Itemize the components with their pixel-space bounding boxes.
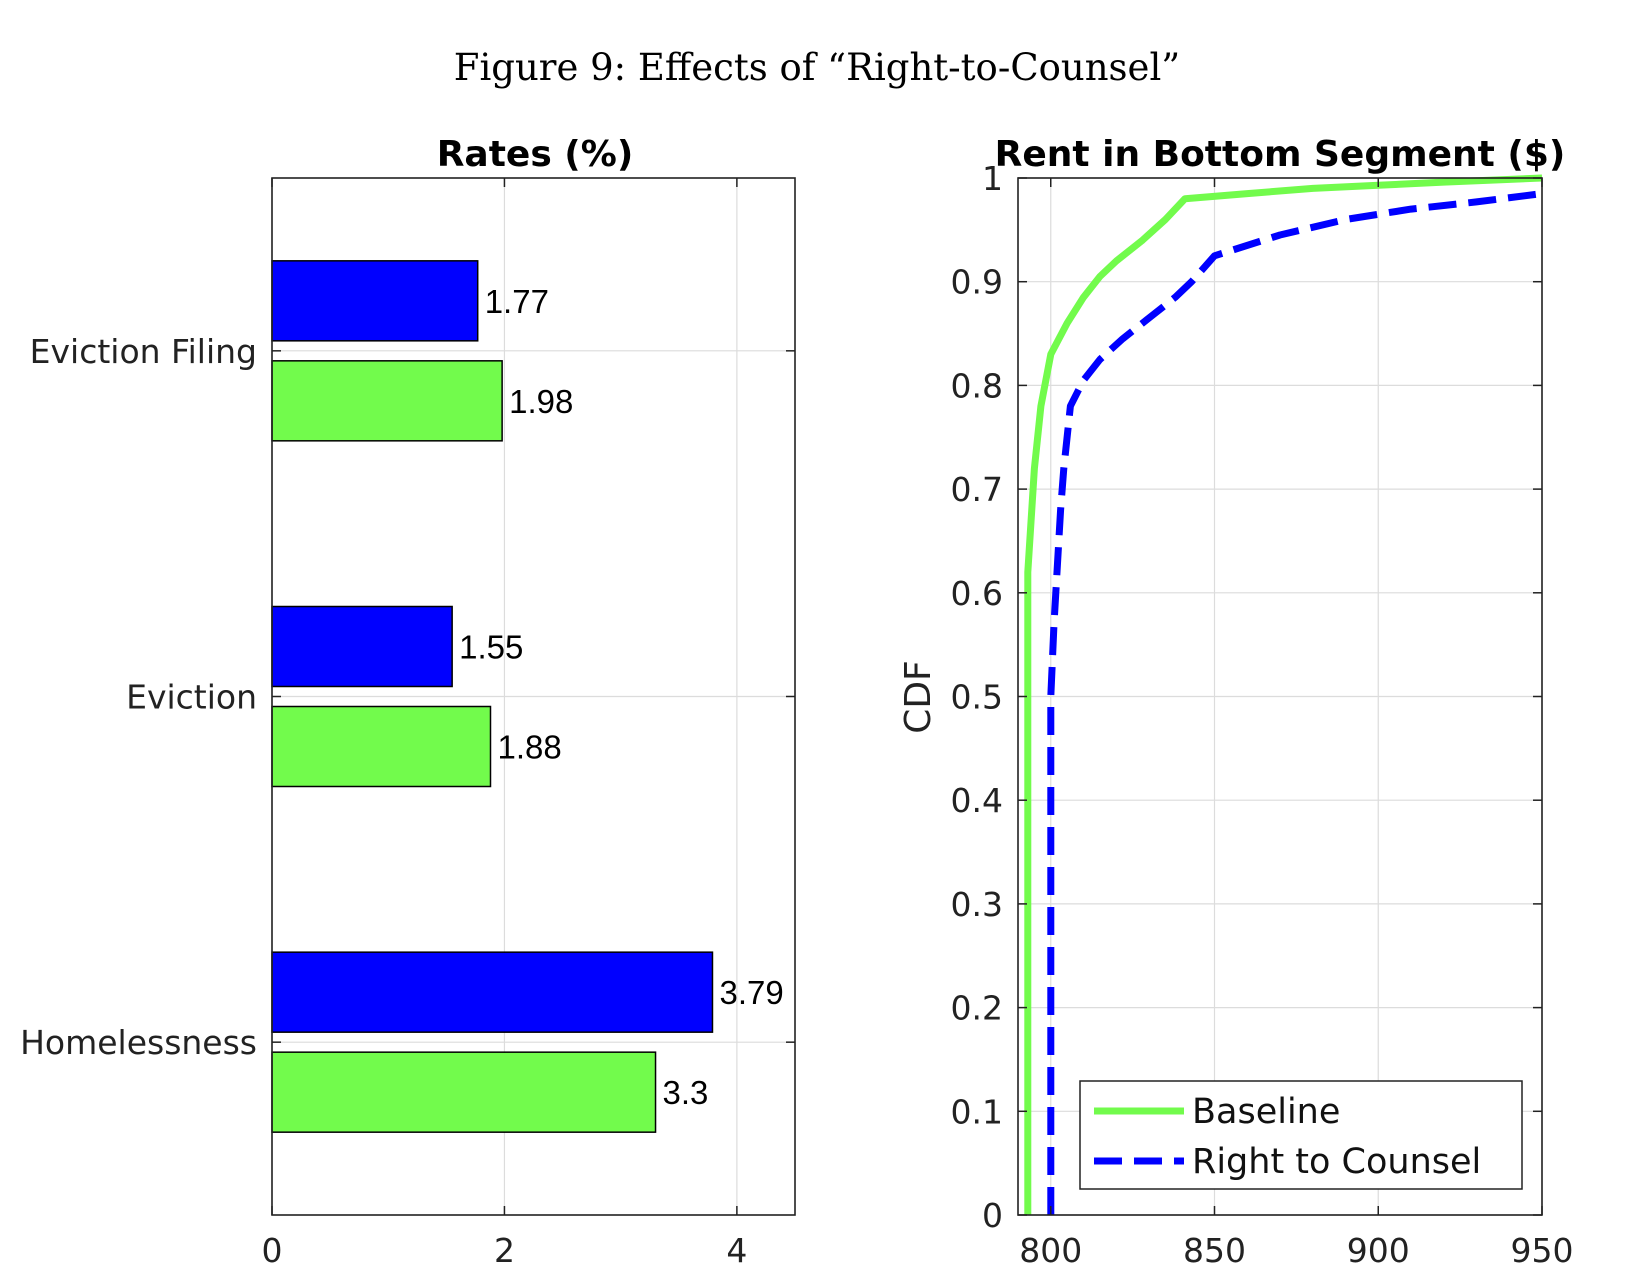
cdf-ytick-label: 0 bbox=[982, 1196, 1003, 1235]
bar-value-eviction-right-to-counsel: 1.55 bbox=[459, 629, 523, 666]
cdf-lines bbox=[1024, 174, 1543, 1215]
rates-xtick-label: 2 bbox=[494, 1231, 515, 1270]
cdf-xtick-label: 850 bbox=[1183, 1231, 1246, 1270]
category-label-homelessness: Homelessness bbox=[20, 1023, 257, 1062]
cdf-ytick-label: 0.5 bbox=[951, 678, 1003, 717]
cdf-ytick-label: 1 bbox=[982, 159, 1003, 198]
cdf-ytick-label: 0.2 bbox=[951, 989, 1003, 1028]
cdf-ytick-label: 0.3 bbox=[951, 885, 1003, 924]
cdf-ytick-label: 0.4 bbox=[951, 781, 1003, 820]
rates-title: Rates (%) bbox=[437, 134, 634, 175]
cdf-xtick-label: 950 bbox=[1511, 1231, 1574, 1270]
cdf-ytick-label: 0.9 bbox=[951, 263, 1003, 302]
category-label-eviction-filing: Eviction Filing bbox=[30, 332, 257, 371]
bar-homelessness-right-to-counsel bbox=[271, 951, 714, 1033]
legend-label-right-to-counsel: Right to Counsel bbox=[1192, 1142, 1481, 1182]
cdf-ytick-label: 0.1 bbox=[951, 1092, 1003, 1131]
cdf-gridlines bbox=[1018, 177, 1543, 1216]
rates-ticks: 0 2 4 Eviction Filing Eviction Homelessness bbox=[20, 178, 795, 1270]
figure-caption: Figure 9: Effects of “Right-to-Counsel” bbox=[453, 46, 1181, 89]
cdf-ticks: 800 850 900 950 0 0.1 0.2 0.3 0.4 0.5 0.6 0.7 0.8 0.9… bbox=[951, 159, 1574, 1270]
bar-value-eviction-filing-right-to-counsel: 1.77 bbox=[485, 283, 549, 320]
bar-eviction-filing-right-to-counsel bbox=[271, 260, 479, 342]
cdf-title: Rent in Bottom Segment ($) bbox=[995, 134, 1566, 175]
cdf-xtick-label: 900 bbox=[1347, 1231, 1410, 1270]
bar-eviction-filing-baseline bbox=[271, 360, 503, 442]
cdf-xtick-label: 800 bbox=[1019, 1231, 1082, 1270]
rates-xtick-label: 4 bbox=[726, 1231, 747, 1270]
category-label-eviction: Eviction bbox=[126, 678, 257, 717]
rates-bars: 1.77 1.98 1.55 1.88 3.79 3.3 bbox=[271, 260, 784, 1133]
legend-label-baseline: Baseline bbox=[1192, 1092, 1340, 1132]
bar-value-eviction-baseline: 1.88 bbox=[497, 729, 561, 766]
bar-value-eviction-filing-baseline: 1.98 bbox=[509, 383, 573, 420]
cdf-ylabel: CDF bbox=[898, 660, 939, 734]
cdf-ytick-label: 0.6 bbox=[951, 574, 1003, 613]
cdf-legend: Baseline Right to Counsel bbox=[1079, 1080, 1523, 1190]
cdf-line-right-to-counsel bbox=[1047, 190, 1543, 1215]
legend-box bbox=[1079, 1080, 1523, 1190]
cdf-line-baseline bbox=[1024, 174, 1543, 1215]
bar-value-homelessness-right-to-counsel: 3.79 bbox=[719, 974, 783, 1011]
cdf-ytick-label: 0.8 bbox=[951, 366, 1003, 405]
cdf-panel: Rent in Bottom Segment ($) CDF 800 850 900… bbox=[898, 134, 1574, 1270]
rates-xtick-label: 0 bbox=[262, 1231, 283, 1270]
bar-homelessness-baseline bbox=[271, 1051, 657, 1133]
cdf-ytick-label: 0.7 bbox=[951, 470, 1003, 509]
rates-panel: Rates (%) 1.77 1.98 1.55 1.88 3.79 3.3 0 2 4 Evi… bbox=[20, 134, 796, 1270]
bar-eviction-baseline bbox=[271, 705, 492, 788]
bar-eviction-right-to-counsel bbox=[271, 605, 453, 688]
bar-value-homelessness-baseline: 3.3 bbox=[663, 1074, 709, 1111]
